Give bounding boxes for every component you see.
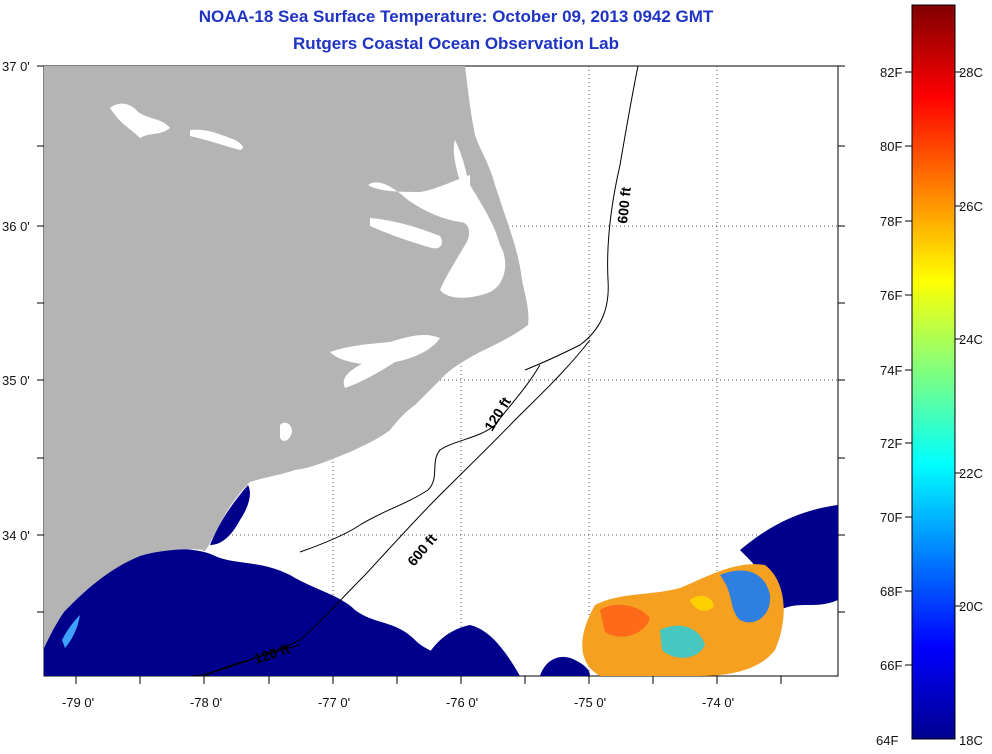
lon-label-79: -79 0' xyxy=(62,695,94,710)
cold-water-region xyxy=(44,548,455,676)
barrier-inlet xyxy=(453,140,468,186)
map-subtitle: Rutgers Coastal Ocean Observation Lab xyxy=(293,34,619,53)
river-inlet xyxy=(190,129,243,150)
cold-water-patch xyxy=(210,485,250,545)
colorbar-f-label: 74F xyxy=(880,363,902,378)
contour-label-600ft-north: 600 ft xyxy=(614,186,634,224)
map-title: NOAA-18 Sea Surface Temperature: October… xyxy=(198,7,714,26)
colorbar-f-label: 68F xyxy=(880,584,902,599)
contour-600ft-north xyxy=(524,66,639,371)
colorbar-f-label: 76F xyxy=(880,288,902,303)
colorbar-c-label: 18C xyxy=(959,733,983,748)
cool-nearshore-patch xyxy=(62,615,80,648)
colorbar-c-label: 20C xyxy=(959,599,983,614)
small-bay xyxy=(280,422,292,441)
colorbar-f-label: 72F xyxy=(880,436,902,451)
pamlico-river xyxy=(370,218,443,249)
lat-label-36: 36 0' xyxy=(2,219,30,234)
pamlico-sound xyxy=(368,175,506,298)
cold-water-patch xyxy=(420,625,520,676)
colorbar xyxy=(911,4,956,740)
warm-water-patch xyxy=(690,595,714,611)
lon-label-76: -76 0' xyxy=(446,695,478,710)
neuse-river xyxy=(330,335,440,388)
lon-label-77: -77 0' xyxy=(318,695,350,710)
lat-label-34: 34 0' xyxy=(2,528,30,543)
lon-label-75: -75 0' xyxy=(574,695,606,710)
lat-label-37: 37 0' xyxy=(2,59,30,74)
cool-filament xyxy=(720,570,771,623)
colorbar-f-label: 70F xyxy=(880,510,902,525)
contour-120ft xyxy=(299,364,541,553)
colorbar-f-label: 80F xyxy=(880,139,902,154)
lon-label-78: -78 0' xyxy=(190,695,222,710)
land-north-carolina xyxy=(44,66,529,648)
colorbar-ticks xyxy=(905,71,962,666)
lat-label-35: 35 0' xyxy=(2,373,30,388)
lat-ticks xyxy=(37,65,845,613)
cold-water-patch xyxy=(44,605,80,662)
warm-water-core xyxy=(600,604,650,637)
lon-ticks xyxy=(75,676,782,684)
lon-label-74: -74 0' xyxy=(702,695,734,710)
contour-600ft-south xyxy=(191,339,591,676)
colorbar-c-label: 28C xyxy=(959,65,983,80)
cold-water-patch xyxy=(540,656,590,676)
colorbar-f-label: 82F xyxy=(880,65,902,80)
colorbar-f-label: 66F xyxy=(880,658,902,673)
colorbar-c-label: 24C xyxy=(959,332,983,347)
cold-water-east xyxy=(740,505,838,610)
cool-filament xyxy=(660,625,705,658)
colorbar-f-label: 64F xyxy=(876,733,898,748)
albemarle-sound xyxy=(110,103,170,138)
colorbar-c-label: 26C xyxy=(959,199,983,214)
colorbar-c-label: 22C xyxy=(959,466,983,481)
contour-120ft-inner xyxy=(204,644,301,676)
colorbar-f-label: 78F xyxy=(880,214,902,229)
